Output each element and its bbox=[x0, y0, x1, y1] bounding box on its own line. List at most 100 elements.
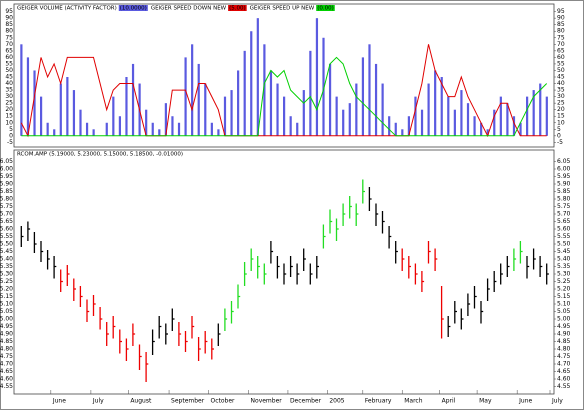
y-tick-label: 60 bbox=[5, 54, 13, 61]
y-tick-label: 90 bbox=[557, 15, 565, 22]
y-tick-label: 5.05 bbox=[0, 308, 13, 315]
y-tick-label: 4.60 bbox=[557, 376, 571, 383]
y-tick-label: 80 bbox=[5, 28, 13, 35]
volume-bar bbox=[526, 97, 528, 136]
y-tick-label: 25 bbox=[557, 100, 565, 107]
y-tick-label: 70 bbox=[5, 41, 13, 48]
y-tick-label: 65 bbox=[5, 47, 13, 54]
volume-bar bbox=[191, 44, 193, 136]
y-tick-label: 95 bbox=[5, 8, 13, 15]
y-tick-label: 5.95 bbox=[0, 173, 13, 180]
y-tick-label: 4.75 bbox=[0, 353, 13, 360]
volume-bar bbox=[349, 103, 351, 136]
y-tick-label: 5.30 bbox=[0, 271, 13, 278]
y-tick-label: 5.80 bbox=[557, 196, 571, 203]
x-tick-label: November bbox=[251, 398, 283, 405]
y-tick-label: 4.55 bbox=[557, 383, 571, 390]
y-tick-label: 5.90 bbox=[557, 181, 571, 188]
volume-bar bbox=[270, 70, 272, 135]
y-tick-label: 4.85 bbox=[0, 338, 13, 345]
volume-bar bbox=[198, 64, 200, 136]
volume-bar bbox=[427, 84, 429, 136]
y-tick-label: 5.85 bbox=[0, 188, 13, 195]
volume-bar bbox=[283, 97, 285, 136]
volume-bar bbox=[290, 116, 292, 136]
x-tick-label: 2005 bbox=[329, 398, 344, 405]
volume-bar bbox=[454, 110, 456, 136]
volume-bar bbox=[467, 103, 469, 136]
y-tick-label: 5.35 bbox=[0, 263, 13, 270]
x-tick-label: June bbox=[52, 398, 66, 405]
x-tick-label: June bbox=[518, 398, 532, 405]
x-tick-label: April bbox=[442, 398, 456, 405]
y-tick-label: 4.70 bbox=[557, 361, 571, 368]
volume-bar bbox=[513, 116, 515, 136]
volume-bar bbox=[204, 84, 206, 136]
y-tick-label: 5.70 bbox=[557, 211, 571, 218]
volume-bar bbox=[421, 110, 423, 136]
y-tick-label: 6.05 bbox=[557, 158, 571, 165]
volume-bar bbox=[184, 57, 186, 135]
volume-bar bbox=[388, 116, 390, 136]
y-tick-label: 4.90 bbox=[557, 331, 571, 338]
volume-bar bbox=[303, 90, 305, 136]
y-tick-label: 5.45 bbox=[0, 248, 13, 255]
panel-subtitle: (5.19000, 5.23000, 5.15000, 5.18500, -0.… bbox=[49, 152, 183, 158]
x-tick-label: October bbox=[210, 398, 235, 405]
y-tick-label: 5.30 bbox=[557, 271, 571, 278]
volume-bar bbox=[382, 84, 384, 136]
y-tick-label: 10 bbox=[557, 119, 565, 126]
y-tick-label: 4.55 bbox=[0, 383, 13, 390]
y-tick-label: 5.65 bbox=[557, 218, 571, 225]
volume-bar bbox=[224, 97, 226, 136]
y-tick-label: -5 bbox=[7, 139, 13, 146]
y-tick-label: 5.50 bbox=[557, 241, 571, 248]
volume-bar bbox=[460, 90, 462, 136]
y-tick-label: 5.05 bbox=[557, 308, 571, 315]
volume-bar bbox=[368, 44, 370, 136]
volume-bar bbox=[434, 70, 436, 135]
y-tick-label: 5.25 bbox=[0, 278, 13, 285]
volume-bar bbox=[230, 90, 232, 136]
y-tick-label: 5.10 bbox=[557, 301, 571, 308]
volume-bar bbox=[53, 129, 55, 136]
volume-bar bbox=[500, 97, 502, 136]
volume-bar bbox=[211, 123, 213, 136]
y-tick-label: 5.40 bbox=[0, 256, 13, 263]
volume-bar bbox=[250, 31, 252, 136]
y-tick-label: 95 bbox=[557, 8, 565, 15]
legend-name: GEIGER SPEED DOWN NEW bbox=[151, 6, 227, 12]
volume-bar bbox=[47, 123, 49, 136]
y-tick-label: 65 bbox=[557, 47, 565, 54]
y-tick-label: 45 bbox=[557, 74, 565, 81]
volume-bar bbox=[93, 129, 95, 136]
y-tick-label: 6.00 bbox=[557, 166, 571, 173]
y-tick-label: 35 bbox=[557, 87, 565, 94]
volume-bar bbox=[152, 123, 154, 136]
volume-bar bbox=[73, 90, 75, 136]
y-tick-label: 35 bbox=[5, 87, 13, 94]
y-tick-label: 60 bbox=[557, 54, 565, 61]
y-tick-label: 45 bbox=[5, 74, 13, 81]
y-tick-label: 5.55 bbox=[557, 233, 571, 240]
y-tick-label: -5 bbox=[557, 139, 563, 146]
x-tick-label: May bbox=[479, 398, 492, 405]
volume-bar bbox=[375, 64, 377, 136]
volume-bar bbox=[342, 110, 344, 136]
y-tick-label: 5.80 bbox=[0, 196, 13, 203]
volume-bar bbox=[447, 97, 449, 136]
y-tick-label: 0 bbox=[557, 132, 561, 139]
y-tick-label: 5.95 bbox=[557, 173, 571, 180]
volume-bar bbox=[237, 70, 239, 135]
y-tick-label: 4.70 bbox=[0, 361, 13, 368]
y-tick-label: 5.55 bbox=[0, 233, 13, 240]
y-tick-label: 5.25 bbox=[557, 278, 571, 285]
volume-bar bbox=[171, 116, 173, 136]
y-tick-label: 80 bbox=[557, 28, 565, 35]
volume-bar bbox=[60, 84, 62, 136]
volume-bar bbox=[158, 129, 160, 136]
panel-title: RCOM.AMP bbox=[17, 152, 48, 158]
x-tick-label: July bbox=[551, 398, 563, 405]
volume-bar bbox=[362, 57, 364, 135]
